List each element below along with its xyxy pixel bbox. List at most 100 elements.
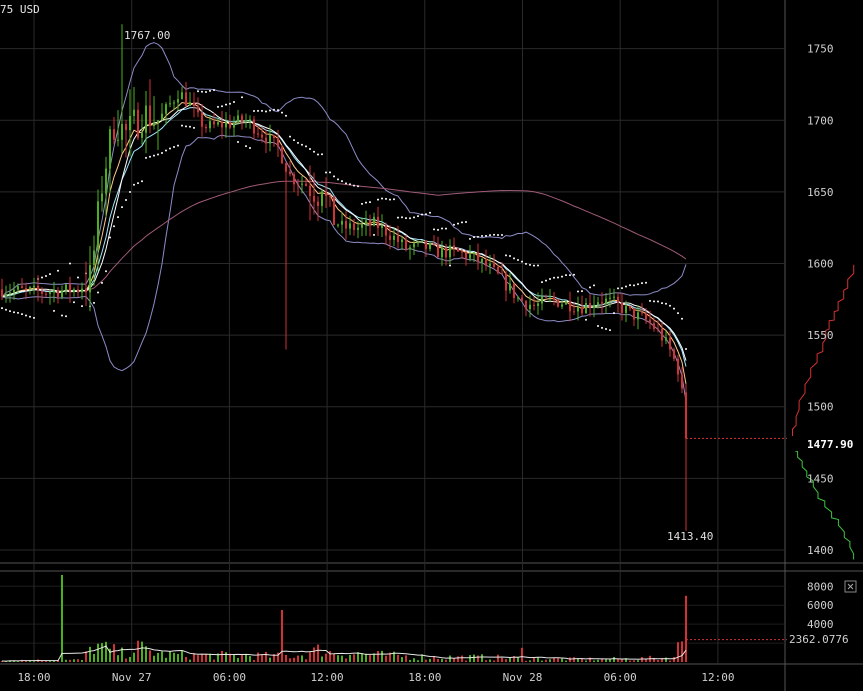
candle bbox=[237, 109, 239, 125]
volume-bar bbox=[669, 660, 671, 662]
volume-bar bbox=[337, 655, 339, 662]
high-price-annotation: 1767.00 bbox=[124, 29, 170, 42]
candle bbox=[301, 175, 303, 194]
volume-bar bbox=[369, 655, 371, 662]
volume-bar bbox=[593, 660, 595, 662]
candle bbox=[149, 79, 151, 134]
volume-bar bbox=[193, 652, 195, 662]
volume-bar bbox=[313, 647, 315, 662]
volume-bar bbox=[681, 641, 683, 662]
candle bbox=[9, 283, 11, 303]
candle bbox=[101, 176, 103, 212]
volume-bar bbox=[61, 574, 63, 662]
candle bbox=[325, 177, 327, 208]
volume-bar bbox=[113, 644, 115, 662]
candle bbox=[673, 347, 675, 362]
candle bbox=[497, 265, 499, 275]
candle bbox=[541, 288, 543, 311]
candle bbox=[605, 292, 607, 314]
volume-bar bbox=[541, 660, 543, 662]
candle bbox=[561, 300, 563, 309]
candle bbox=[293, 171, 295, 192]
candle bbox=[629, 305, 631, 312]
candle bbox=[209, 114, 211, 133]
low-price-annotation: 1413.40 bbox=[667, 530, 713, 543]
candle bbox=[265, 128, 267, 153]
candle bbox=[189, 92, 191, 107]
candle bbox=[1, 278, 3, 300]
volume-bar bbox=[17, 661, 19, 662]
candle bbox=[381, 214, 383, 237]
volume-bar bbox=[129, 656, 131, 662]
volume-bar bbox=[441, 658, 443, 662]
volume-bar bbox=[189, 659, 191, 662]
close-icon[interactable] bbox=[844, 580, 857, 593]
candle bbox=[53, 281, 55, 303]
candle bbox=[453, 237, 455, 257]
candle bbox=[521, 294, 523, 302]
candle bbox=[97, 189, 99, 272]
volume-bar bbox=[641, 657, 643, 662]
candle bbox=[145, 90, 147, 154]
volume-bar bbox=[297, 655, 299, 662]
candle bbox=[665, 330, 667, 345]
candle bbox=[369, 214, 371, 237]
volume-bar bbox=[397, 654, 399, 662]
candle bbox=[201, 103, 203, 137]
candle bbox=[657, 320, 659, 333]
volume-bar bbox=[77, 659, 79, 662]
time-tick-label: 18:00 bbox=[17, 671, 50, 684]
volume-bar bbox=[493, 660, 495, 662]
candle bbox=[121, 24, 123, 154]
candle bbox=[525, 299, 527, 317]
volume-bar bbox=[29, 660, 31, 662]
order-book-depth bbox=[786, 264, 855, 560]
candle bbox=[309, 165, 311, 221]
volume-bar bbox=[177, 653, 179, 662]
candle bbox=[537, 292, 539, 315]
volume-bar bbox=[173, 652, 175, 662]
volume-bar bbox=[521, 647, 523, 662]
volume-bar bbox=[341, 655, 343, 662]
volume-bar bbox=[653, 657, 655, 662]
volume-bar bbox=[637, 660, 639, 662]
bollinger-upper bbox=[1, 42, 687, 298]
price-tick-label: 1400 bbox=[807, 544, 834, 557]
volume-bar bbox=[625, 658, 627, 662]
candle bbox=[297, 179, 299, 196]
candle bbox=[349, 215, 351, 236]
volume-bar bbox=[329, 651, 331, 662]
volume-bar bbox=[401, 657, 403, 662]
candle bbox=[57, 287, 59, 304]
price-tick-label: 1750 bbox=[807, 43, 834, 56]
volume-bar bbox=[145, 646, 147, 662]
volume-bar bbox=[613, 656, 615, 662]
volume-bar bbox=[345, 658, 347, 662]
indicator-layer bbox=[1, 42, 687, 402]
candle bbox=[245, 113, 247, 128]
candle bbox=[649, 310, 651, 330]
volume-bar bbox=[425, 659, 427, 662]
candle bbox=[389, 225, 391, 250]
candle bbox=[557, 298, 559, 308]
parabolic-sar bbox=[1, 89, 687, 351]
candle bbox=[489, 254, 491, 275]
candle bbox=[17, 283, 19, 295]
volume-bar bbox=[513, 656, 515, 662]
candle bbox=[157, 120, 159, 151]
candle bbox=[141, 114, 143, 145]
volume-bar bbox=[633, 660, 635, 662]
candle bbox=[129, 89, 131, 157]
candle bbox=[357, 221, 359, 239]
candle bbox=[593, 295, 595, 318]
volume-bar bbox=[241, 654, 243, 662]
candle bbox=[589, 294, 591, 317]
volume-bar bbox=[473, 654, 475, 662]
volume-bar bbox=[249, 656, 251, 662]
volume-bar bbox=[73, 659, 75, 662]
candle bbox=[61, 285, 63, 300]
volume-bar bbox=[125, 658, 127, 662]
volume-bar bbox=[601, 658, 603, 662]
volume-bar bbox=[245, 654, 247, 662]
